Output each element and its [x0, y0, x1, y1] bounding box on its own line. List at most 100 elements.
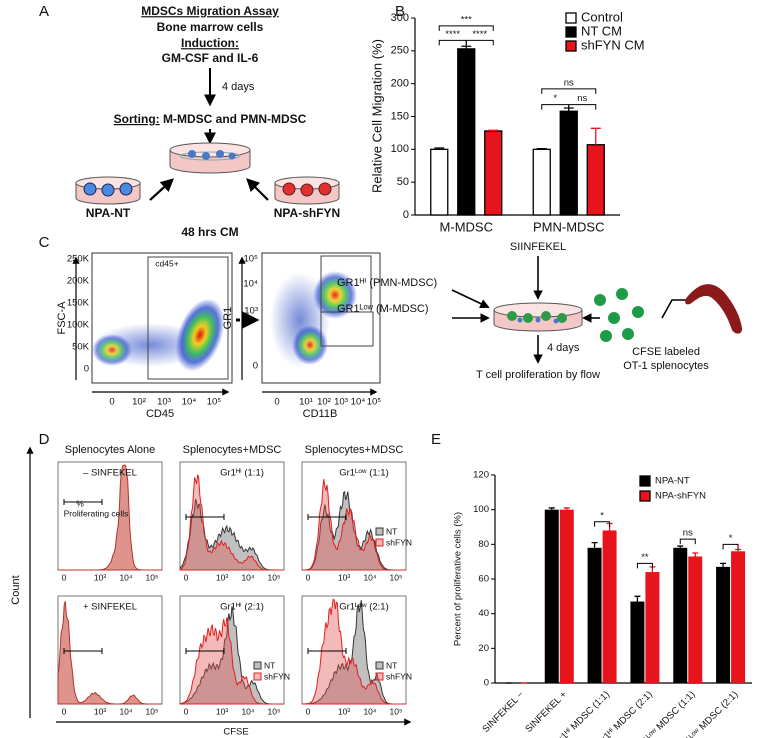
hist-x-tick: 10⁴	[241, 706, 254, 716]
bar	[484, 130, 503, 216]
density-cloud	[175, 298, 225, 372]
duration: 4 days	[222, 81, 255, 93]
y-tick-label: 100	[391, 143, 409, 155]
legend-label: NT	[264, 660, 275, 670]
hist-panel-label: + SINFEKEL	[83, 602, 137, 613]
hist-x-tick: 10³	[94, 706, 106, 716]
y-tick-label: 0	[403, 209, 409, 221]
x-tick-label: M-MDSC	[440, 219, 493, 234]
y-tick-label: 120	[473, 470, 489, 481]
significance-bracket	[594, 521, 611, 527]
histogram-single	[57, 601, 162, 705]
legend-swatch	[253, 672, 262, 681]
y-tick-label: 80	[478, 539, 489, 550]
bar	[673, 547, 688, 683]
legend-label: shFYN	[386, 537, 412, 547]
hist-x-tick: 0	[184, 706, 189, 716]
density-cloud	[92, 334, 132, 366]
gate-label: GR1ᴴⁱ (PMN-MDSC)	[337, 277, 437, 289]
flow-y-tick: 10³	[244, 306, 258, 317]
flow-y-tick: 0	[84, 364, 89, 375]
legend-label: Control	[581, 9, 623, 24]
significance-label: ***	[461, 14, 472, 25]
significance-label: ns	[564, 77, 574, 88]
panel-a-diagram	[75, 68, 340, 205]
cm-label: 48 hrs CM	[181, 225, 238, 239]
sorting-populations: M-MDSC and PMN-MDSC	[160, 112, 307, 126]
hist-panel-label: Gr1ᴴⁱ (2:1)	[220, 602, 264, 613]
error-bar	[536, 148, 547, 150]
hist-x-tick: 10⁴	[363, 706, 376, 716]
significance-bracket	[636, 562, 653, 569]
step-text: Induction:	[181, 36, 239, 50]
bar	[457, 48, 476, 216]
proliferation-gate	[63, 648, 103, 654]
legend-swatch	[565, 26, 577, 38]
panel-letter: A	[39, 3, 49, 20]
hist-x-tick: 10⁵	[390, 572, 403, 582]
y-tick-label: 0	[484, 678, 489, 689]
flow-y-label: GR1	[222, 307, 234, 330]
connector	[661, 299, 690, 319]
error-bar	[692, 552, 699, 557]
arrow	[149, 178, 174, 201]
flow-y-tick: 250K	[67, 254, 90, 265]
legend-swatch	[253, 661, 262, 670]
error-bar	[590, 127, 601, 145]
error-bar	[548, 507, 555, 510]
hist-x-tick: 10³	[216, 706, 228, 716]
legend-swatch	[375, 527, 384, 536]
flow-x-tick: 10⁴	[182, 397, 197, 408]
arrow	[246, 178, 269, 201]
proliferation-gate	[63, 499, 103, 505]
panel-letter: D	[39, 431, 50, 448]
step-text: GM-CSF and IL-6	[162, 51, 259, 65]
error-bar	[720, 562, 727, 567]
hist-x-tick: 10⁴	[241, 572, 254, 582]
legend-label: NT	[386, 660, 397, 670]
flow-x-tick: 10⁴	[351, 397, 366, 408]
gate-label: Proliferating cells	[64, 508, 129, 518]
gate-label: cd45+	[155, 258, 178, 268]
significance-bracket	[438, 39, 467, 46]
cells-label: OT-1 splenocytes	[623, 360, 709, 372]
panel-letter: B	[395, 3, 405, 20]
legend-swatch	[375, 538, 384, 547]
y-tick-label: 200	[391, 78, 409, 90]
assay-title: MDSCs Migration Assay	[141, 4, 279, 18]
legend-swatch	[375, 661, 384, 670]
bar	[716, 566, 731, 683]
bar	[430, 148, 449, 216]
sorting-label: Sorting:	[114, 112, 160, 126]
bar	[532, 148, 551, 216]
density-cloud	[313, 271, 357, 319]
error-bar	[488, 129, 499, 131]
legend-label: NT	[386, 526, 397, 536]
flow-y-tick: 0	[253, 361, 258, 372]
density-cloud	[292, 325, 328, 365]
flow-x-tick: 10²	[132, 397, 146, 408]
proliferation-gate	[307, 648, 347, 654]
y-axis-label: Relative Cell Migration (%)	[369, 39, 384, 193]
duration: 4 days	[547, 342, 580, 354]
arrow	[451, 289, 490, 309]
gate-label: GR1ᴸᵒʷ (M-MDSC)	[337, 303, 429, 315]
y-tick-label: 100	[473, 504, 489, 515]
flow-x-tick: 10²	[317, 397, 331, 408]
significance-bracket	[679, 538, 696, 545]
dish-label: NPA-NT	[86, 206, 131, 220]
y-tick-label: 250	[391, 45, 409, 57]
flow-x-tick: 0	[274, 397, 279, 408]
significance-bracket	[722, 543, 739, 550]
legend-swatch	[565, 12, 577, 24]
bar	[586, 144, 605, 216]
legend-label: shFYN CM	[581, 37, 645, 52]
flow-x-tick: 10³	[334, 397, 348, 408]
bar	[645, 572, 660, 683]
significance-bracket	[465, 39, 494, 46]
proliferation-gate	[307, 514, 347, 520]
hist-x-tick: 0	[62, 706, 67, 716]
legend-swatch	[375, 672, 384, 681]
hist-x-tick: 10⁵	[268, 572, 281, 582]
significance-label: ****	[472, 29, 487, 40]
